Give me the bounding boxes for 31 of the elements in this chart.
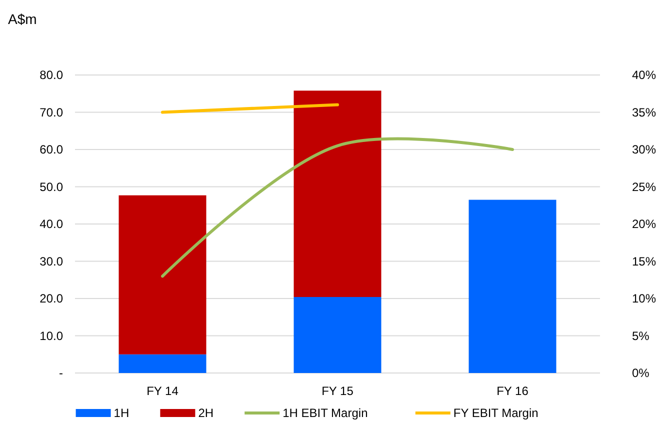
bar (294, 90, 382, 298)
y2-tick-label: 10% (632, 292, 656, 306)
legend-label: 2H (198, 406, 214, 420)
y2-tick-label: 35% (632, 105, 656, 120)
bar (118, 354, 206, 373)
legend-label: 1H (114, 406, 130, 420)
legend-label: FY EBIT Margin (453, 406, 538, 420)
y2-tick-label: 30% (632, 142, 656, 157)
x-tick-label: FY 14 (146, 384, 179, 398)
y-tick-label: 30.0 (40, 254, 64, 268)
y2-tick-label: 0% (632, 366, 650, 380)
y2-tick-label: 25% (632, 180, 656, 194)
legend-label: 1H EBIT Margin (282, 406, 368, 420)
y-tick-label: 20.0 (40, 292, 64, 306)
y-tick-label: - (59, 366, 63, 380)
x-tick-label: FY 16 (496, 384, 529, 398)
y2-tick-label: 40% (632, 68, 656, 82)
y-tick-label: 60.0 (40, 142, 64, 157)
y-tick-label: 10.0 (40, 328, 64, 343)
y-axis-title: A$m (8, 11, 37, 27)
y2-tick-label: 15% (632, 254, 656, 268)
y2-tick-label: 20% (632, 217, 656, 232)
y-tick-label: 40.0 (40, 217, 64, 232)
bar (294, 297, 382, 373)
y-tick-label: 80.0 (40, 68, 64, 82)
bar (468, 200, 556, 373)
bar (118, 195, 206, 354)
x-tick-label: FY 15 (322, 384, 354, 398)
y-tick-label: 50.0 (40, 180, 64, 194)
y-tick-label: 70.0 (40, 105, 64, 120)
y2-tick-label: 5% (632, 328, 650, 343)
